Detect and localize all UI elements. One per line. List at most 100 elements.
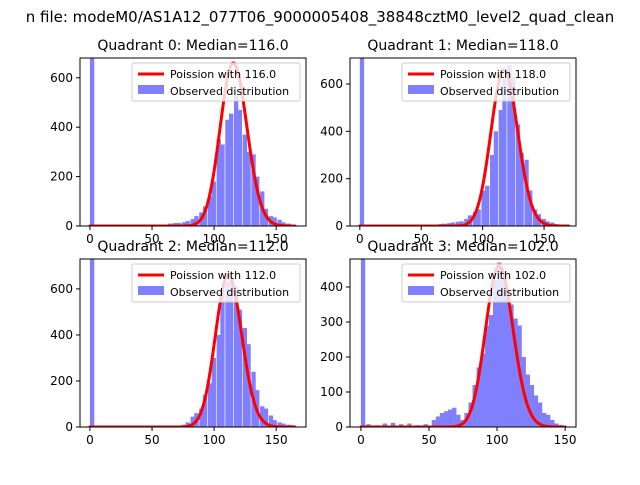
histogram-bar: [456, 414, 461, 427]
chart-panel-3: Quadrant 3: Median=102.0 0 50 100 150 0 100 200…: [320, 239, 576, 447]
histogram-bar: [448, 409, 453, 427]
histogram-bar: [190, 416, 195, 427]
plot-area: [88, 259, 297, 427]
y-tick-label: 0: [335, 219, 343, 233]
figure-suptitle: n file: modeM0/AS1A12_077T06_9000005408_…: [26, 8, 615, 27]
chart-title: Quadrant 2: Median=112.0: [97, 239, 288, 255]
histogram-bar: [268, 415, 274, 427]
histogram-bar: [533, 395, 539, 427]
y-tick-label: 600: [50, 282, 73, 296]
x-tick-label: 150: [554, 433, 577, 447]
histogram-bar: [255, 176, 260, 226]
histogram-bar: [439, 413, 445, 427]
poisson-curve: [88, 273, 297, 427]
y-tick-label: 0: [65, 219, 73, 233]
axes-frame: [349, 57, 577, 227]
histogram-bar: [225, 119, 230, 226]
legend-poisson-label: Poission with 118.0: [440, 68, 546, 81]
legend-observed-swatch: [138, 85, 164, 94]
histogram-bar: [359, 58, 365, 226]
legend: Poission with 112.0 Observed distribution: [131, 263, 301, 303]
histogram-bar: [472, 211, 478, 226]
histogram-bar: [519, 152, 524, 226]
plot-area: [358, 58, 571, 226]
axes-frame: [79, 258, 307, 428]
x-tick-label: 150: [533, 232, 556, 246]
histogram-bar: [476, 367, 481, 427]
plot-area: [359, 259, 567, 427]
histogram-bar: [242, 328, 248, 427]
poisson-curve: [88, 61, 297, 226]
x-tick-label: 150: [265, 433, 288, 447]
chart-panel-1: Quadrant 1: Median=118.0 0 50 100 150 0 200 400…: [320, 38, 577, 246]
histogram-bar: [528, 190, 533, 226]
histogram-bar: [524, 159, 529, 226]
legend-poisson-label: Poission with 102.0: [440, 269, 546, 282]
histogram-bar: [272, 420, 277, 427]
chart-title: Quadrant 1: Median=118.0: [367, 38, 558, 54]
legend-poisson-label: Poission with 112.0: [170, 269, 276, 282]
legend-poisson-label: Poission with 116.0: [170, 68, 276, 81]
histogram-bar: [277, 219, 282, 226]
legend-box: [131, 263, 301, 303]
histogram-bar: [390, 422, 396, 427]
x-tick-label: 0: [86, 232, 94, 246]
legend-observed-label: Observed distribution: [170, 85, 289, 98]
histogram-bar: [237, 309, 243, 427]
histogram-bar: [554, 423, 559, 427]
x-tick-label: 0: [357, 433, 365, 447]
histogram-bar: [277, 422, 282, 427]
histogram-bar: [181, 222, 187, 226]
histogram-bar: [501, 280, 506, 427]
axes-frame: [349, 258, 577, 428]
histogram-bar: [263, 408, 269, 427]
histogram-bar: [443, 411, 449, 427]
legend-box: [401, 62, 571, 102]
histogram-bar: [233, 95, 239, 226]
histogram-bar: [476, 209, 481, 226]
histogram-bar: [450, 222, 456, 226]
histogram-bar: [459, 221, 464, 226]
histogram-bar: [185, 221, 190, 226]
histogram-bar: [493, 131, 499, 226]
histogram-bar: [185, 422, 190, 427]
histogram-bar: [220, 291, 225, 427]
histogram-bar: [207, 383, 213, 427]
histogram-bar: [497, 262, 502, 427]
histogram-bar: [537, 402, 543, 427]
histogram-bar: [246, 151, 251, 226]
legend-observed-label: Observed distribution: [440, 85, 559, 98]
legend-observed-swatch: [408, 85, 434, 94]
y-tick-label: 400: [50, 328, 73, 342]
legend-box: [401, 263, 571, 303]
x-tick-label: 50: [144, 433, 159, 447]
legend: Poission with 102.0 Observed distribution: [401, 263, 571, 303]
histogram-bar: [242, 134, 248, 226]
histogram-bar: [237, 109, 243, 226]
histogram-bar: [272, 217, 277, 226]
histogram-bar: [89, 58, 95, 226]
panels: Quadrant 0: Median=116.0 0 50 100 150 0 200 400…: [50, 38, 576, 447]
y-tick-label: 600: [320, 77, 343, 91]
histogram-bar: [485, 185, 490, 226]
plot-area: [88, 58, 297, 226]
histogram-bar: [246, 344, 251, 427]
histogram-bar: [281, 423, 286, 427]
histogram-bar: [455, 221, 460, 226]
chart-panel-0: Quadrant 0: Median=116.0 0 50 100 150 0 200 400…: [50, 38, 307, 246]
histogram-bar: [533, 209, 538, 226]
histogram-bar: [529, 385, 535, 427]
y-tick-label: 200: [50, 374, 73, 388]
histogram-bar: [281, 222, 286, 226]
legend-observed-label: Observed distribution: [170, 286, 289, 299]
x-tick-label: 50: [421, 433, 436, 447]
histogram-bar: [229, 279, 234, 427]
histogram-bar: [202, 206, 208, 226]
histogram-bar: [509, 304, 514, 427]
histogram-bar: [199, 408, 204, 427]
axes-frame: [79, 57, 307, 227]
x-tick-label: 0: [86, 433, 94, 447]
histogram-bar: [216, 334, 221, 427]
